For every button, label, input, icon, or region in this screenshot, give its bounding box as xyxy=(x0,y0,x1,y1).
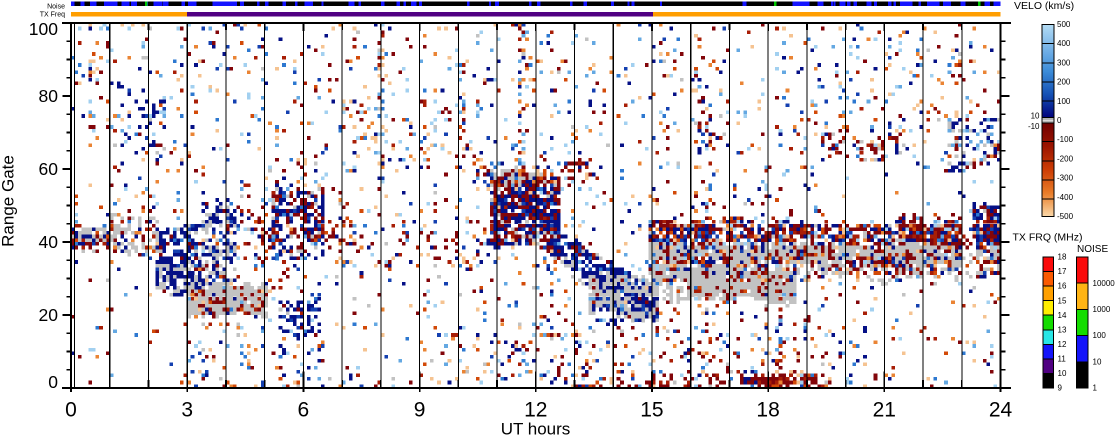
svg-text:VELO (km/s): VELO (km/s) xyxy=(1014,0,1074,12)
svg-text:0: 0 xyxy=(1057,116,1062,125)
svg-text:100: 100 xyxy=(1057,97,1071,106)
svg-text:1: 1 xyxy=(1093,384,1098,393)
svg-text:NOISE: NOISE xyxy=(1077,244,1108,255)
svg-text:15: 15 xyxy=(640,399,663,422)
svg-text:-200: -200 xyxy=(1057,154,1074,163)
svg-text:10: 10 xyxy=(1058,369,1067,378)
svg-text:60: 60 xyxy=(39,159,59,179)
svg-text:9: 9 xyxy=(1058,384,1063,393)
svg-text:-100: -100 xyxy=(1057,135,1074,144)
svg-text:16: 16 xyxy=(1058,282,1067,291)
svg-text:1000: 1000 xyxy=(1093,305,1111,314)
svg-text:TX FRQ (MHz): TX FRQ (MHz) xyxy=(1013,231,1083,243)
svg-text:-300: -300 xyxy=(1057,174,1074,183)
svg-text:200: 200 xyxy=(1057,78,1071,87)
svg-text:500: 500 xyxy=(1057,20,1071,29)
svg-text:12: 12 xyxy=(524,399,547,422)
svg-text:Range Gate: Range Gate xyxy=(0,155,18,247)
svg-text:11: 11 xyxy=(1058,355,1067,364)
svg-text:-400: -400 xyxy=(1057,193,1074,202)
svg-text:15: 15 xyxy=(1058,296,1067,305)
svg-text:9: 9 xyxy=(414,399,426,422)
svg-text:24: 24 xyxy=(989,399,1013,422)
svg-text:10000: 10000 xyxy=(1093,279,1116,288)
svg-text:400: 400 xyxy=(1057,39,1071,48)
svg-text:0: 0 xyxy=(48,372,58,392)
svg-text:100: 100 xyxy=(29,19,58,39)
svg-text:Noise: Noise xyxy=(47,4,65,11)
svg-text:18: 18 xyxy=(1058,253,1067,262)
svg-text:21: 21 xyxy=(873,399,896,422)
svg-text:40: 40 xyxy=(39,232,59,252)
svg-text:12: 12 xyxy=(1058,340,1067,349)
svg-text:-10: -10 xyxy=(1028,122,1040,131)
svg-text:20: 20 xyxy=(39,305,59,325)
svg-text:3: 3 xyxy=(181,399,193,422)
svg-text:18: 18 xyxy=(756,399,779,422)
svg-text:TX Freq: TX Freq xyxy=(40,12,65,19)
svg-text:80: 80 xyxy=(39,86,59,106)
svg-text:14: 14 xyxy=(1058,311,1067,320)
svg-text:UT hours: UT hours xyxy=(501,420,571,436)
svg-text:13: 13 xyxy=(1058,325,1067,334)
svg-text:300: 300 xyxy=(1057,58,1071,67)
svg-text:0: 0 xyxy=(65,399,77,422)
svg-text:6: 6 xyxy=(298,399,310,422)
svg-text:-500: -500 xyxy=(1057,212,1074,221)
svg-text:10: 10 xyxy=(1031,112,1040,121)
svg-text:10: 10 xyxy=(1093,357,1102,366)
svg-text:100: 100 xyxy=(1093,331,1107,340)
svg-text:17: 17 xyxy=(1058,267,1067,276)
